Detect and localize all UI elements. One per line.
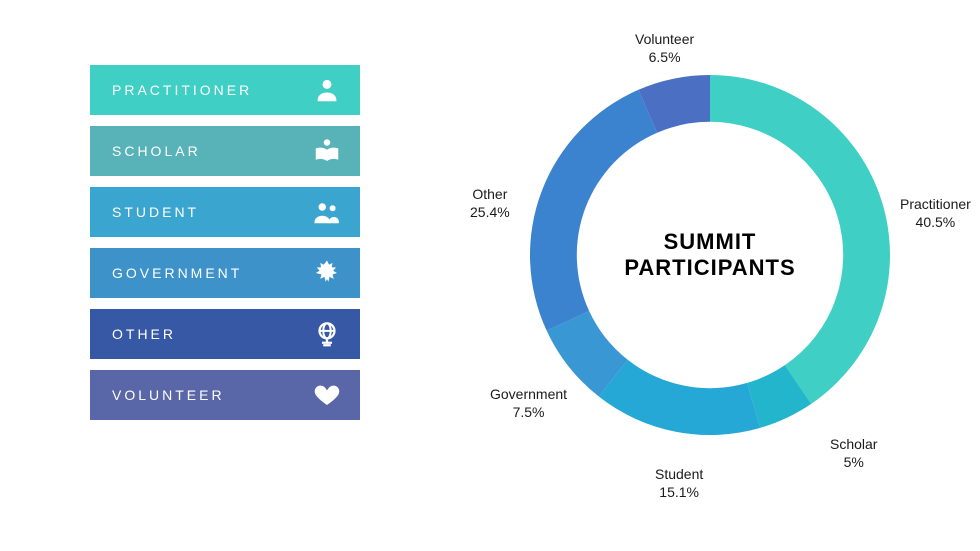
globe-icon — [312, 319, 342, 349]
legend-item-government: Government — [90, 248, 360, 298]
donut-chart: SUMMIT PARTICIPANTS Volunteer 6.5% Pract… — [460, 25, 960, 525]
legend-label: Scholar — [112, 143, 201, 159]
reader-icon — [312, 136, 342, 166]
infographic-root: { "title": { "line1": "SUMMIT", "line2":… — [0, 0, 980, 551]
slice-student — [599, 360, 760, 435]
legend-item-practitioner: Practitioner — [90, 65, 360, 115]
legend: Practitioner Scholar Student Government … — [90, 65, 360, 431]
people-icon — [312, 197, 342, 227]
slice-practitioner — [710, 75, 890, 404]
legend-label: Practitioner — [112, 82, 252, 98]
callout-government: Government 7.5% — [490, 385, 567, 421]
legend-item-student: Student — [90, 187, 360, 237]
legend-item-other: Other — [90, 309, 360, 359]
legend-label: Government — [112, 265, 242, 281]
legend-item-scholar: Scholar — [90, 126, 360, 176]
donut-ring — [530, 75, 890, 435]
callout-other: Other 25.4% — [470, 185, 510, 221]
callout-volunteer: Volunteer 6.5% — [635, 30, 694, 66]
callout-student: Student 15.1% — [655, 465, 703, 501]
person-icon — [312, 75, 342, 105]
slice-other — [530, 90, 657, 331]
legend-label: Other — [112, 326, 176, 342]
maple-leaf-icon — [312, 258, 342, 288]
callout-scholar: Scholar 5% — [830, 435, 877, 471]
legend-item-volunteer: Volunteer — [90, 370, 360, 420]
heart-icon — [312, 380, 342, 410]
legend-label: Student — [112, 204, 199, 220]
legend-label: Volunteer — [112, 387, 225, 403]
callout-practitioner: Practitioner 40.5% — [900, 195, 971, 231]
